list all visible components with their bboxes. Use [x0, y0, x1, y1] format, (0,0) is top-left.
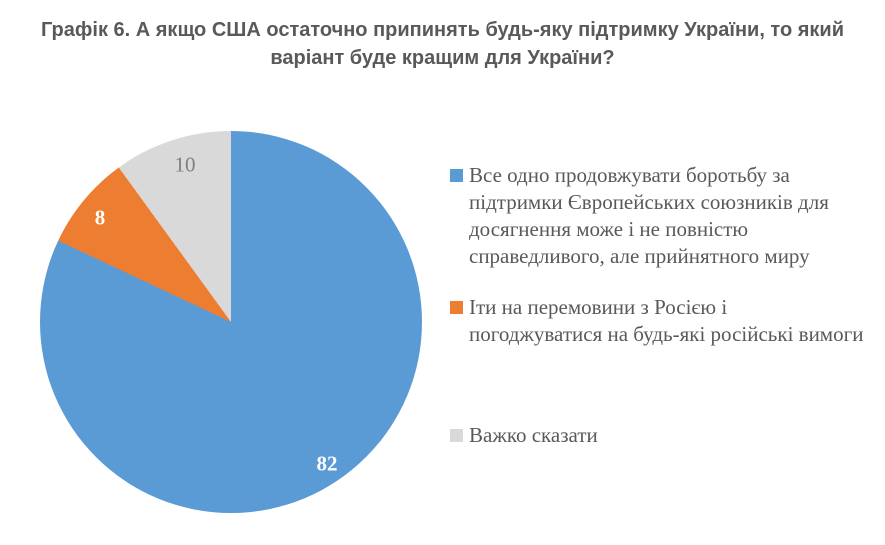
legend-item: Все одно продовжувати боротьбу за підтри… — [450, 162, 865, 270]
chart-title: Графік 6. А якщо США остаточно припинять… — [40, 19, 845, 69]
legend-swatch-orange — [450, 301, 463, 314]
data-label-continue-fight: 82 — [316, 451, 338, 476]
legend-swatch-blue — [450, 169, 463, 182]
legend-item: Іти на перемовини з Росією і погоджувати… — [450, 294, 865, 348]
legend-item: Важко сказати — [450, 422, 865, 449]
data-label-hard-to-say: 10 — [174, 152, 196, 177]
legend-label-continue-fight: Все одно продовжувати боротьбу за підтри… — [469, 163, 829, 268]
legend-swatch-gray — [450, 429, 463, 442]
pie-chart: 82 8 10 — [40, 131, 422, 513]
data-label-negotiate-russia: 8 — [94, 205, 106, 230]
legend-label-hard-to-say: Важко сказати — [469, 423, 598, 447]
pie-plot-area — [40, 131, 422, 513]
legend-label-negotiate-russia: Іти на перемовини з Росією і погоджувати… — [469, 295, 864, 346]
